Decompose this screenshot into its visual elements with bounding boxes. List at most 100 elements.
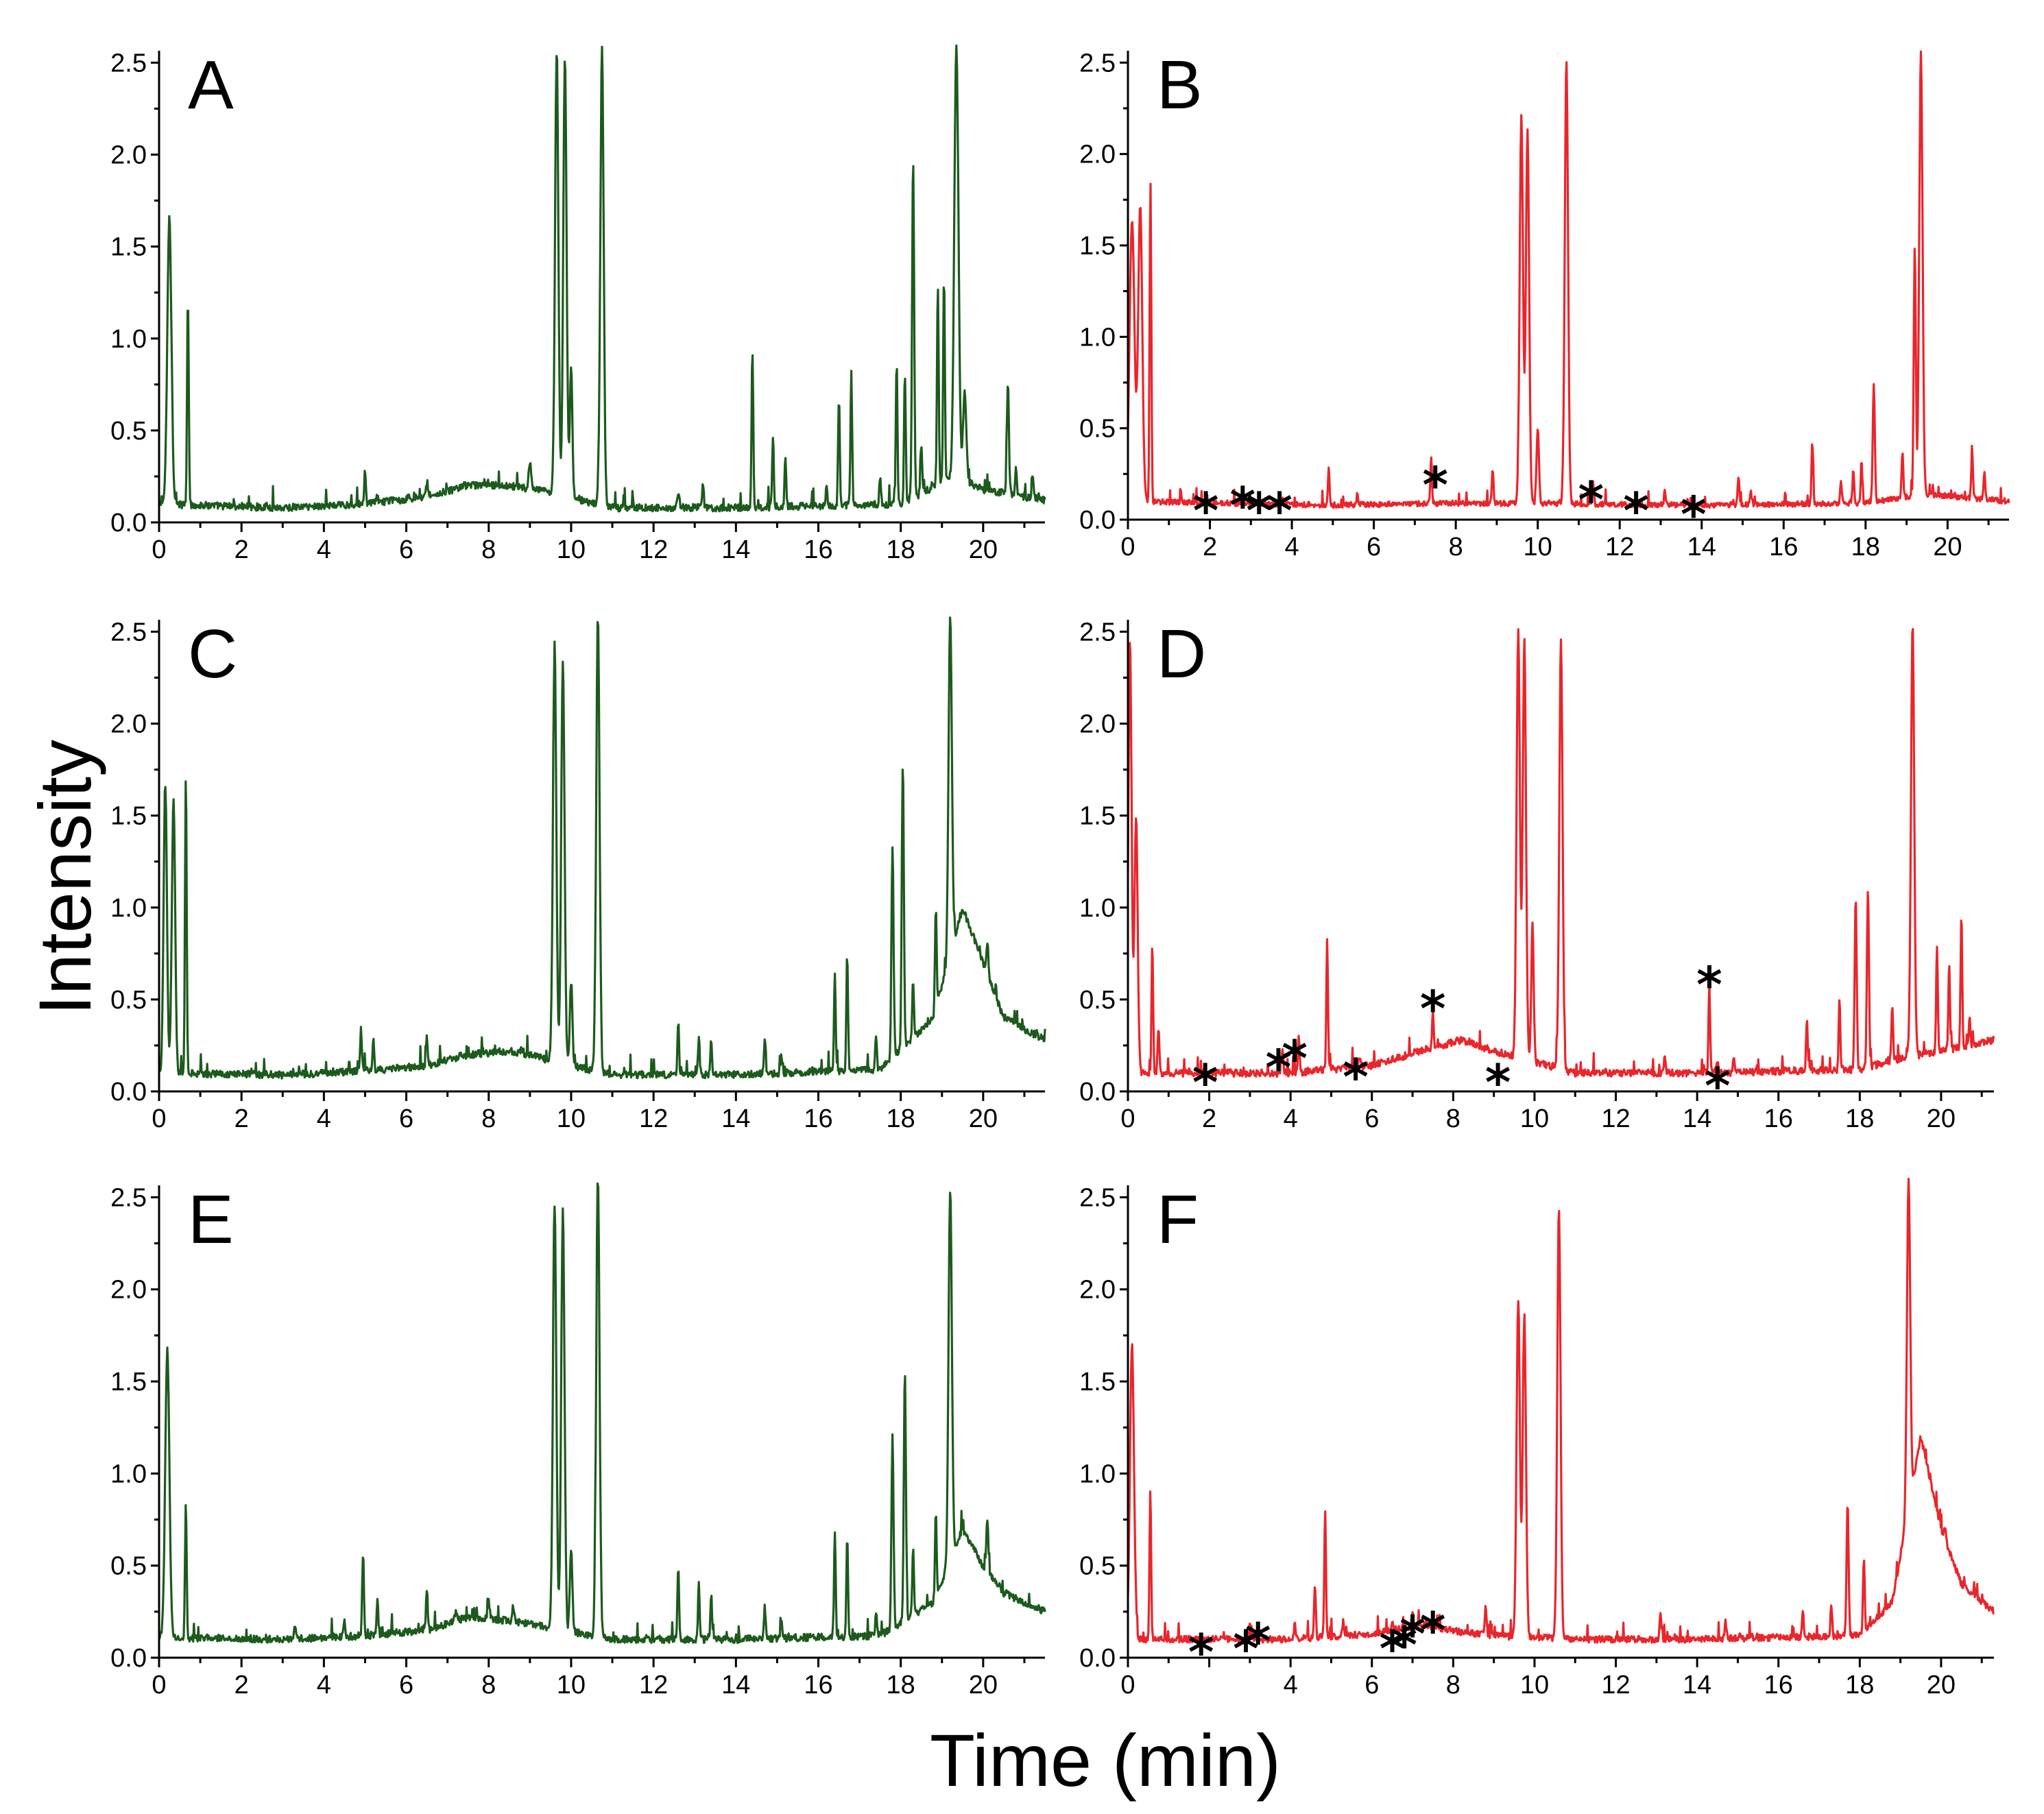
x-tick-label: 10 (557, 1104, 586, 1133)
y-tick-label: 0.5 (1079, 1552, 1116, 1581)
panel-letter: E (188, 1181, 234, 1258)
x-tick-label: 14 (721, 1104, 750, 1133)
x-tick-label: 16 (804, 1104, 832, 1133)
x-tick-label: 20 (1927, 1671, 1956, 1700)
x-tick-label: 4 (1284, 533, 1299, 561)
x-tick-label: 0 (1120, 1671, 1135, 1700)
x-tick-label: 2 (235, 1104, 249, 1133)
asterisk-marker: * (1380, 1620, 1406, 1678)
asterisk-marker: * (1623, 482, 1649, 540)
x-tick-label: 18 (1845, 1671, 1874, 1700)
asterisk-marker: * (1282, 1030, 1308, 1087)
x-tick-label: 2 (1203, 533, 1217, 561)
y-tick-label: 2.5 (110, 49, 147, 77)
asterisk-marker: * (1485, 1054, 1511, 1111)
x-tick-label: 14 (1687, 533, 1716, 561)
asterisk-marker: * (1422, 457, 1448, 514)
x-tick-label: 14 (721, 1671, 750, 1700)
x-tick-label: 14 (721, 535, 750, 564)
panel-letter: D (1157, 616, 1206, 692)
x-tick-label: 10 (1520, 1104, 1549, 1133)
x-tick-label: 0 (152, 1671, 166, 1700)
y-tick-label: 1.5 (110, 1368, 147, 1396)
asterisk-marker: * (1343, 1048, 1369, 1106)
x-tick-label: 18 (887, 1671, 915, 1700)
x-tick-label: 20 (1933, 533, 1962, 561)
asterisk-marker: * (1192, 1054, 1218, 1111)
y-tick-label: 1.5 (1079, 1368, 1116, 1396)
x-tick-label: 4 (317, 1671, 331, 1700)
y-tick-label: 1.5 (1079, 232, 1116, 261)
panel-f: 0.00.51.01.52.02.50 4 6 8 10 12 14 16 18 20F* ** **… (1079, 1178, 1995, 1700)
panel-d: 0.00.51.01.52.02.50 2 4 6 8 10 12 14 16 18 20D* ** *… (1079, 616, 1995, 1133)
y-tick-label: 2.0 (1079, 141, 1116, 169)
asterisk-marker: * (1391, 1616, 1417, 1673)
x-tick-label: 16 (804, 535, 832, 564)
x-tick-label: 20 (969, 535, 998, 564)
panel-letter: F (1157, 1181, 1199, 1258)
asterisk-marker: * (1193, 482, 1219, 540)
x-tick-label: 12 (639, 535, 668, 564)
x-tick-label: 6 (399, 535, 413, 564)
x-tick-label: 0 (1120, 1104, 1135, 1133)
panel-c: 0.0 0.5 1.0 1.5 2.0 2.5 0 2 4 6 8 10 12 14 16 18 20 C (110, 616, 1046, 1133)
x-tick-label: 6 (399, 1104, 413, 1133)
x-tick-label: 12 (639, 1671, 668, 1700)
x-tick-label: 2 (235, 1671, 249, 1700)
y-tick-label: 0.0 (110, 1078, 147, 1106)
x-tick-label: 6 (1364, 1104, 1379, 1133)
x-tick-label: 8 (1446, 1104, 1460, 1133)
panel-e: 0.0 0.5 1.0 1.5 2.0 2.5 0 2 4 6 8 10 12 14 16 18 20 E (110, 1181, 1046, 1700)
y-tick-label: 0.0 (1079, 506, 1116, 535)
x-tick-label: 8 (1446, 1671, 1460, 1700)
asterisk-marker: * (1188, 1623, 1214, 1681)
trace-line-e (158, 1182, 1046, 1645)
x-tick-label: 10 (557, 1671, 586, 1700)
y-tick-label: 1.5 (1079, 802, 1116, 831)
y-tick-label: 0.5 (1079, 986, 1116, 1015)
asterisk-marker: * (1696, 956, 1722, 1014)
y-tick-label: 0.0 (110, 1644, 147, 1673)
x-tick-label: 18 (1845, 1104, 1874, 1133)
y-tick-label: 1.0 (110, 1460, 147, 1488)
asterisk-marker: * (1233, 1620, 1259, 1678)
y-tick-label: 1.0 (1079, 323, 1116, 352)
y-tick-label: 2.5 (1079, 618, 1116, 646)
x-tick-label: 12 (1605, 533, 1634, 561)
y-tick-label: 1.5 (110, 802, 147, 831)
x-tick-label: 4 (1284, 1671, 1298, 1700)
x-tick-label: 8 (481, 1671, 496, 1700)
x-tick-label: 0 (1120, 533, 1135, 561)
x-tick-label: 8 (481, 535, 496, 564)
asterisk-marker: * (1578, 471, 1604, 529)
x-tick-label: 20 (1927, 1104, 1956, 1133)
y-tick-label: 0.5 (110, 417, 147, 446)
y-tick-label: 0.0 (110, 509, 147, 537)
y-tick-label: 0.5 (1079, 415, 1116, 444)
x-tick-label: 18 (1851, 533, 1880, 561)
y-tick-label: 2.0 (1079, 1276, 1116, 1305)
y-tick-label: 0.0 (1079, 1078, 1116, 1106)
panel-letter: A (188, 47, 234, 123)
y-tick-label: 2.5 (110, 1183, 147, 1212)
y-axis-title: Intensity (23, 740, 106, 1015)
panel-letter: C (188, 616, 237, 692)
x-tick-label: 10 (1524, 533, 1552, 561)
x-tick-label: 14 (1683, 1671, 1711, 1700)
panel-b: 0.00.51.01.52.02.50 2 4 6 8 10 12 14 16 18 20B* ***… (1079, 47, 2010, 561)
asterisk-marker: * (1399, 1605, 1426, 1662)
y-tick-label: 1.0 (1079, 894, 1116, 923)
panel-a: 0.0 0.5 1.0 1.5 2.0 2.5 0 2 4 6 8 10 12 14 16 18 20 A (110, 44, 1046, 564)
y-tick-label: 2.5 (1079, 49, 1116, 77)
panel-letter: B (1157, 47, 1203, 123)
trace-line-f (1127, 1178, 1995, 1644)
x-tick-label: 2 (235, 535, 249, 564)
x-tick-label: 16 (804, 1671, 832, 1700)
x-tick-label: 16 (1764, 1671, 1793, 1700)
x-tick-label: 0 (152, 1104, 166, 1133)
x-tick-label: 12 (1601, 1104, 1630, 1133)
x-axis-title: Time (min) (930, 1719, 1281, 1802)
y-tick-label: 0.5 (110, 1552, 147, 1581)
x-tick-label: 12 (1601, 1671, 1630, 1700)
x-tick-label: 10 (1520, 1671, 1549, 1700)
